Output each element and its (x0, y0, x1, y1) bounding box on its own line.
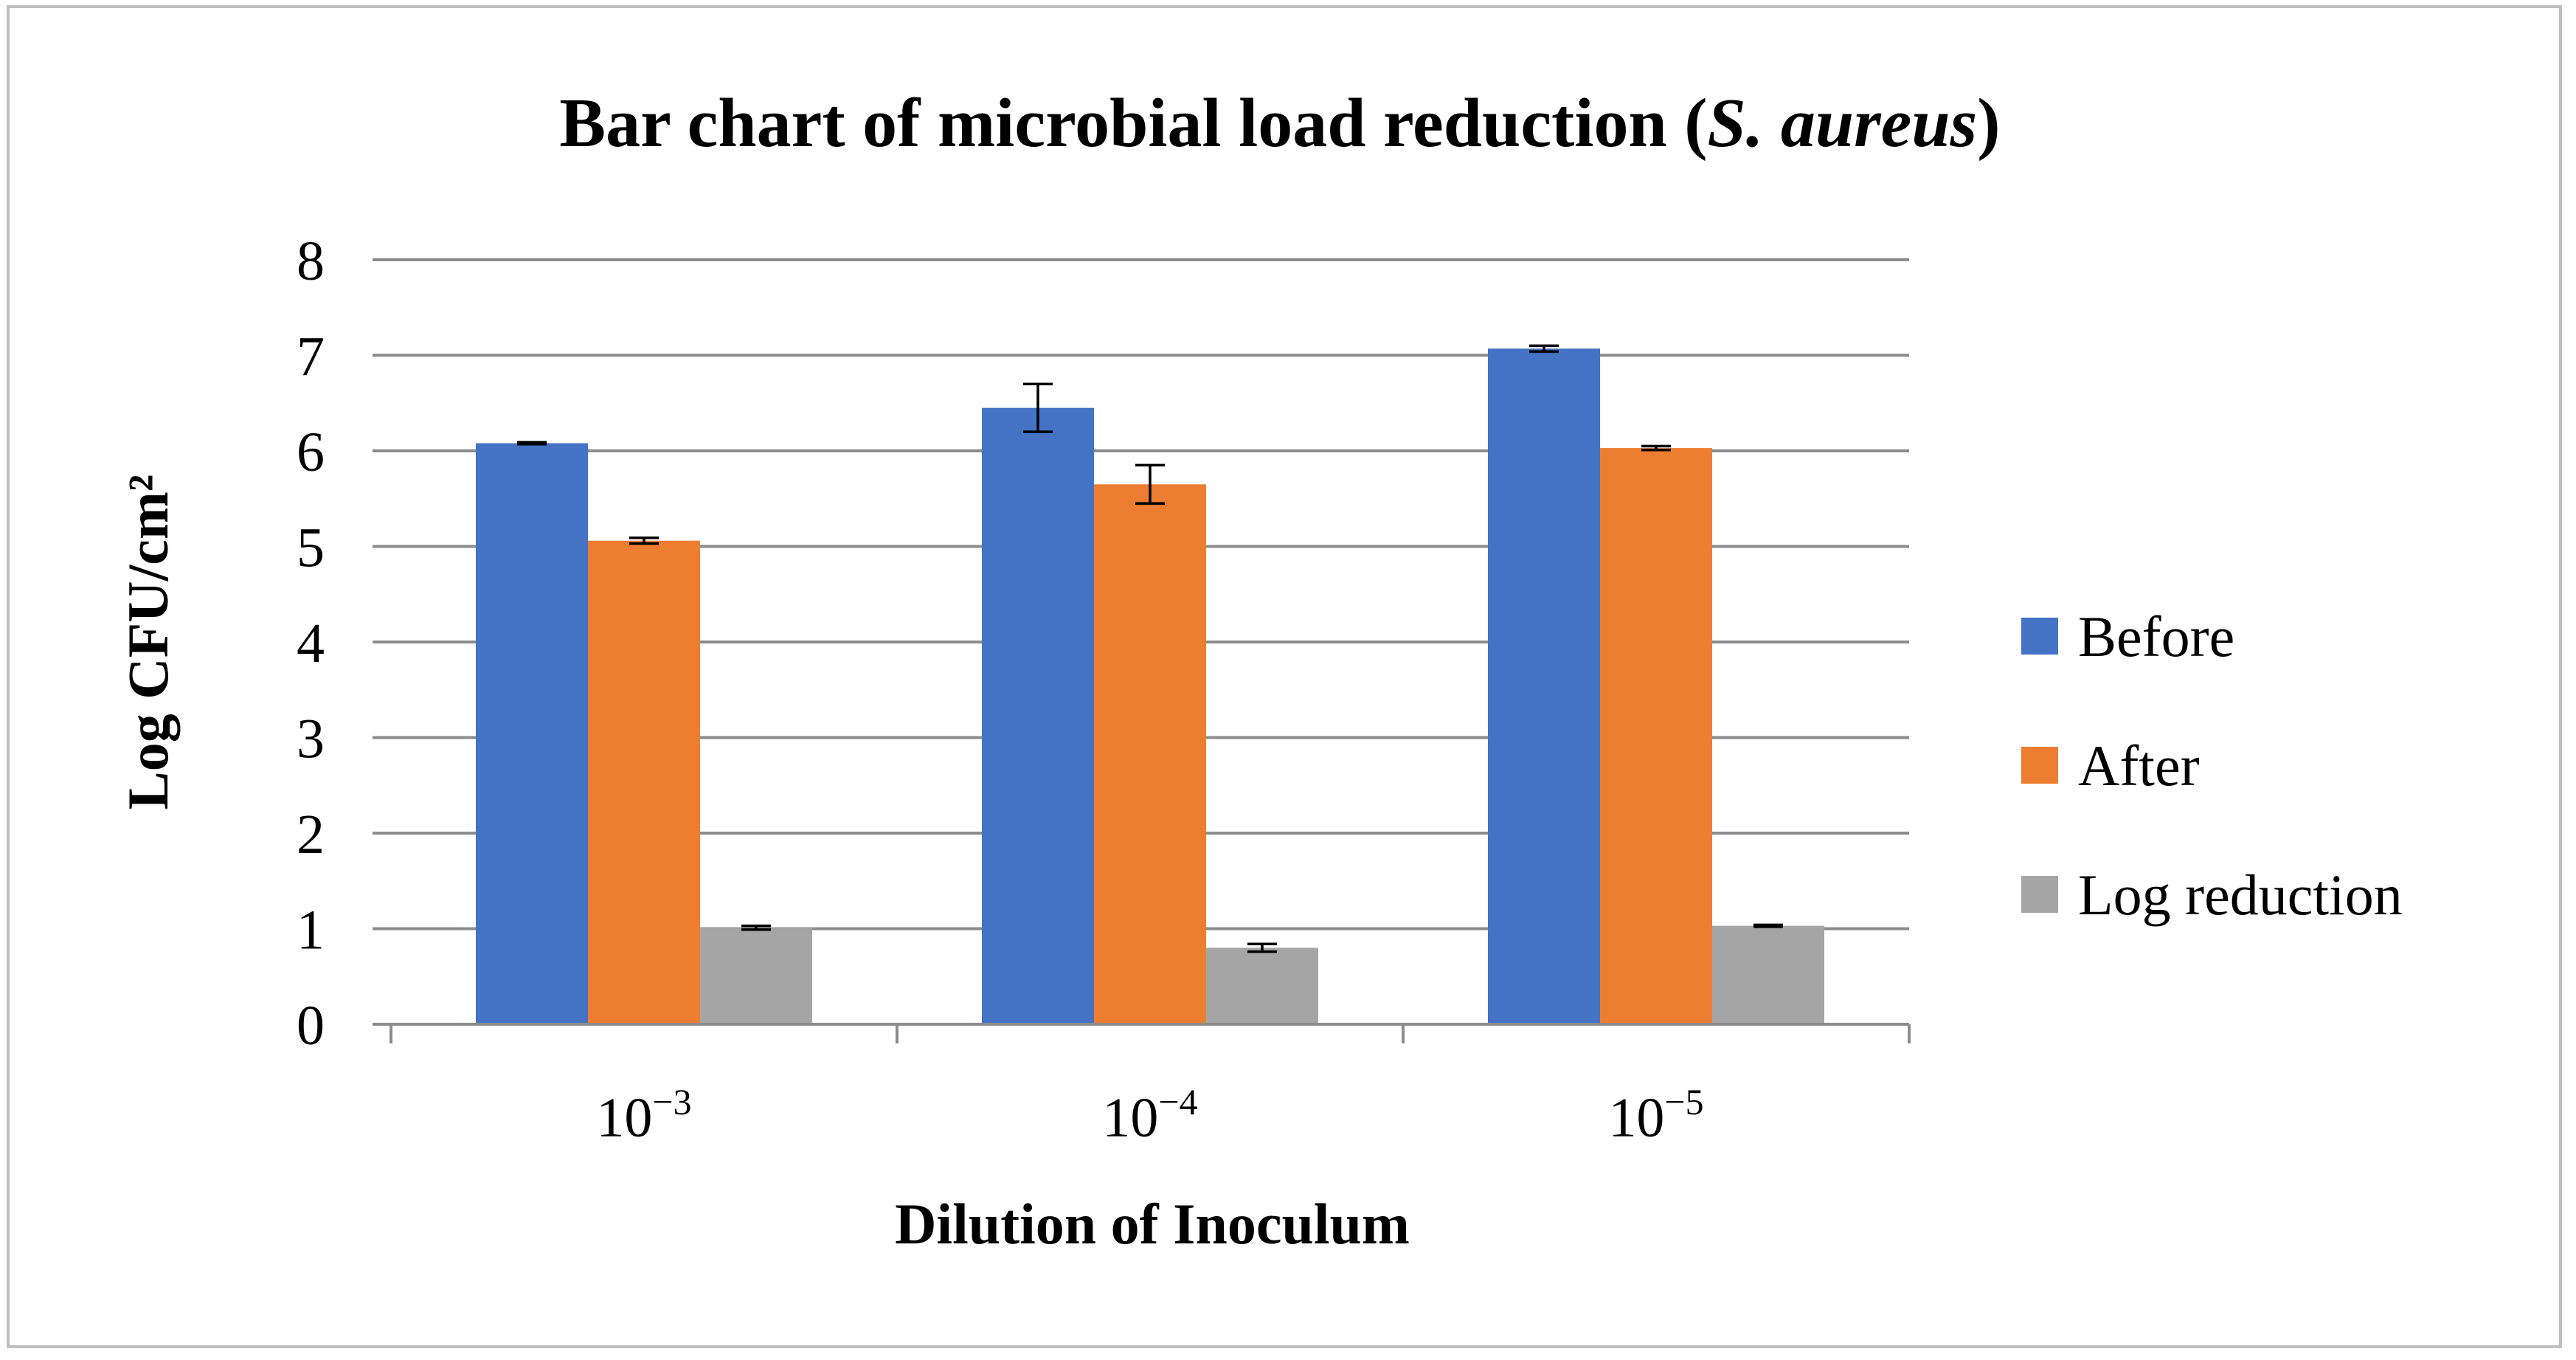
chart-title: Bar chart of microbial load reduction (S… (559, 85, 2000, 162)
legend-label: Log reduction (2078, 863, 2403, 927)
x-tick-label: 10−4 (1102, 1081, 1197, 1149)
bars (476, 348, 1824, 1024)
y-axis-tick-labels: 0 1 2 3 4 5 6 7 8 (297, 230, 325, 1057)
y-tick-label: 2 (297, 804, 325, 866)
chart-frame (7, 5, 2562, 1348)
y-tick-label: 7 (297, 326, 325, 388)
legend-label: After (2078, 733, 2200, 798)
y-axis-title: Log CFU/cm² (116, 474, 180, 810)
legend: Before After Log reduction (2021, 604, 2403, 927)
y-tick-label: 0 (297, 995, 325, 1057)
legend-swatch (2021, 876, 2058, 913)
y-tick-label: 5 (297, 517, 325, 579)
legend-swatch (2021, 747, 2058, 784)
bar (1206, 947, 1318, 1024)
y-tick-label: 4 (297, 612, 325, 674)
legend-swatch (2021, 618, 2058, 655)
bar (476, 443, 588, 1024)
bar (700, 928, 812, 1024)
bar (982, 407, 1094, 1024)
error-bars (517, 344, 1783, 953)
y-tick-label: 6 (297, 421, 325, 483)
x-tick-label: 10−3 (596, 1081, 691, 1149)
y-tick-label: 8 (297, 230, 325, 292)
bar (1488, 348, 1600, 1024)
bar (1600, 448, 1712, 1024)
bar (1712, 925, 1824, 1024)
x-tick-label: 10−5 (1608, 1081, 1703, 1149)
x-axis-title: Dilution of Inoculum (895, 1192, 1410, 1256)
legend-label: Before (2078, 604, 2234, 669)
x-axis-tick-labels: 10−3 10−4 10−5 (596, 1081, 1703, 1149)
x-axis (373, 1023, 1911, 1043)
bar (1094, 484, 1206, 1024)
y-tick-label: 3 (297, 708, 325, 770)
y-tick-label: 1 (297, 900, 325, 962)
bar (588, 540, 700, 1024)
